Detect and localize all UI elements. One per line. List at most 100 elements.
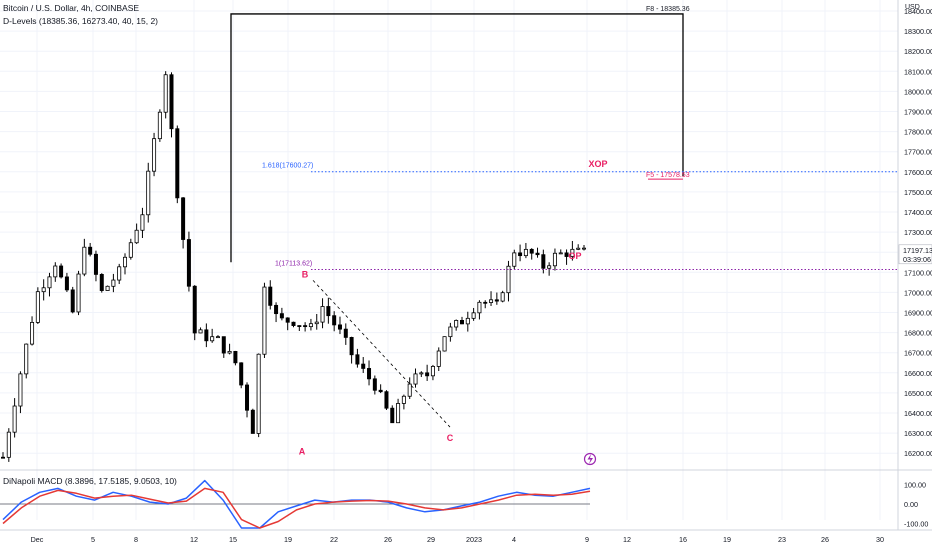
candle[interactable] [320, 306, 325, 323]
candle[interactable] [349, 337, 354, 356]
candle[interactable] [198, 329, 203, 334]
candle[interactable] [303, 325, 308, 328]
candle[interactable] [279, 313, 284, 319]
candle[interactable] [378, 389, 383, 393]
candle[interactable] [332, 315, 337, 326]
candle[interactable] [529, 248, 534, 254]
candle[interactable] [221, 336, 226, 354]
candle[interactable] [297, 325, 302, 327]
candle[interactable] [163, 74, 168, 113]
candle[interactable] [285, 317, 290, 323]
candle[interactable] [401, 395, 406, 404]
candle[interactable] [506, 265, 511, 294]
candle[interactable] [489, 299, 494, 303]
candle[interactable] [372, 378, 377, 391]
candle[interactable] [53, 265, 58, 278]
candle[interactable] [500, 292, 505, 302]
candle[interactable] [308, 323, 313, 328]
candle[interactable] [558, 252, 563, 255]
candle[interactable] [465, 317, 470, 325]
candle[interactable] [425, 372, 430, 377]
candle[interactable] [552, 252, 557, 267]
candle[interactable] [274, 304, 279, 315]
candle[interactable] [343, 328, 348, 338]
macd-pane[interactable] [0, 479, 591, 529]
candle[interactable] [76, 273, 81, 313]
candle[interactable] [169, 74, 174, 130]
candle[interactable] [24, 343, 29, 375]
candle[interactable] [535, 252, 540, 256]
candle[interactable] [64, 276, 69, 291]
candle[interactable] [128, 242, 133, 258]
candle[interactable] [291, 321, 296, 326]
candle[interactable] [250, 409, 255, 434]
candle[interactable] [245, 384, 250, 411]
candle[interactable] [175, 128, 180, 199]
candle[interactable] [494, 299, 499, 302]
candle[interactable] [262, 286, 267, 355]
candle[interactable] [152, 138, 157, 172]
candle[interactable] [268, 286, 273, 306]
candle[interactable] [12, 405, 17, 433]
candle[interactable] [186, 239, 191, 287]
candle[interactable] [47, 276, 52, 289]
candle[interactable] [367, 368, 372, 380]
candle[interactable] [448, 326, 453, 338]
candle[interactable] [314, 321, 319, 325]
candle[interactable] [233, 350, 238, 364]
candle[interactable] [18, 373, 23, 407]
candle[interactable] [105, 285, 110, 291]
candle[interactable] [157, 111, 162, 140]
candle[interactable] [256, 353, 261, 434]
candle[interactable] [192, 285, 197, 334]
candle[interactable] [41, 287, 46, 293]
candle[interactable] [134, 229, 139, 244]
candle[interactable] [547, 265, 552, 269]
candle[interactable] [210, 336, 215, 342]
candle[interactable] [576, 247, 581, 250]
candle[interactable] [0, 456, 6, 459]
candle[interactable] [459, 320, 464, 325]
candle[interactable] [512, 252, 517, 267]
candle[interactable] [181, 197, 186, 240]
candle[interactable] [6, 431, 11, 458]
candle[interactable] [523, 248, 528, 257]
candle[interactable] [82, 246, 87, 275]
candle[interactable] [355, 354, 360, 365]
candle[interactable] [419, 372, 424, 375]
candle[interactable] [93, 253, 98, 275]
price-pane[interactable]: F8 - 18385.36 F5 - 17578.53 1.618(17600.27… [0, 6, 898, 466]
candle[interactable] [390, 407, 395, 424]
candle[interactable] [88, 246, 93, 255]
candle[interactable] [413, 373, 418, 385]
candle[interactable] [337, 324, 342, 330]
candle[interactable] [146, 170, 151, 216]
dlevel-f8-box[interactable] [230, 13, 684, 263]
signal-line[interactable] [2, 487, 591, 529]
candle[interactable] [111, 279, 116, 287]
candle[interactable] [59, 265, 64, 278]
candle[interactable] [99, 274, 104, 291]
candle[interactable] [204, 329, 209, 342]
candle[interactable] [541, 254, 546, 269]
candle[interactable] [454, 320, 459, 328]
candle[interactable] [215, 336, 220, 339]
candle[interactable] [570, 248, 575, 257]
candle[interactable] [30, 321, 35, 345]
candle[interactable] [582, 247, 587, 250]
candle[interactable] [396, 403, 401, 424]
candle[interactable] [436, 350, 441, 367]
candle[interactable] [326, 306, 331, 317]
candle[interactable] [239, 362, 244, 386]
candle[interactable] [70, 289, 75, 313]
candle[interactable] [140, 214, 145, 231]
candle[interactable] [518, 252, 523, 257]
candle[interactable] [430, 366, 435, 377]
candle[interactable] [35, 291, 40, 323]
candle[interactable] [564, 252, 569, 257]
candle[interactable] [361, 363, 366, 369]
candle[interactable] [407, 383, 412, 397]
candle[interactable] [477, 301, 482, 314]
candle[interactable] [227, 350, 232, 354]
candle[interactable] [471, 312, 476, 319]
